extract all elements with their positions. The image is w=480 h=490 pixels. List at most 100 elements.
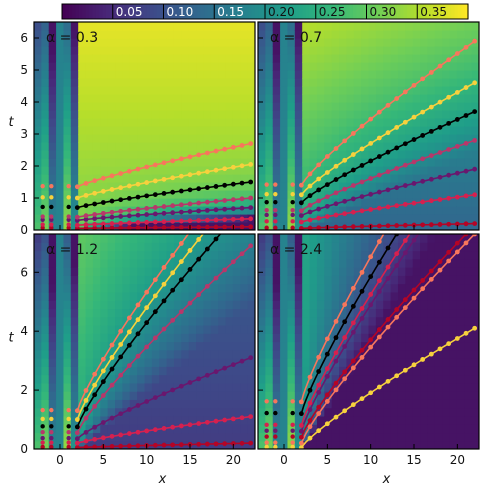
series-point — [446, 120, 452, 126]
series-point — [178, 383, 184, 389]
heatmap-cell — [287, 174, 296, 183]
heatmap-cell — [265, 78, 274, 87]
heatmap-cell — [210, 62, 219, 71]
series-point — [307, 183, 313, 189]
series-point — [100, 393, 106, 398]
heatmap-cell — [144, 118, 153, 127]
heatmap-cell — [272, 341, 281, 351]
heatmap-cell — [129, 250, 138, 260]
heatmap-cell — [316, 102, 325, 111]
heatmap-cell — [464, 308, 473, 318]
heatmap-cell — [48, 250, 57, 260]
heatmap-cell — [41, 110, 50, 119]
heatmap-cell — [258, 374, 266, 384]
heatmap-cell — [309, 182, 318, 191]
heatmap-cell — [397, 62, 406, 71]
heatmap-cell — [203, 382, 212, 392]
heatmap-cell — [188, 142, 197, 151]
heatmap-cell — [129, 267, 138, 276]
heatmap-cell — [48, 118, 57, 127]
heatmap-cell — [166, 70, 175, 79]
heatmap-cell — [188, 349, 197, 359]
heatmap-cell — [331, 275, 340, 285]
heatmap-cell — [115, 30, 123, 39]
heatmap-cell — [258, 110, 266, 119]
heatmap-cell — [324, 158, 333, 167]
heatmap-cell — [151, 62, 160, 71]
heatmap-cell — [115, 391, 123, 400]
heatmap-cell — [70, 358, 79, 367]
heatmap-cell — [434, 70, 443, 79]
heatmap-cell — [280, 374, 289, 384]
heatmap-cell — [225, 190, 234, 199]
heatmap-cell — [294, 102, 303, 111]
heatmap-cell — [41, 440, 50, 449]
series-point — [342, 319, 348, 325]
source-point — [49, 217, 54, 222]
heatmap-cell — [92, 182, 101, 191]
heatmap-cell — [405, 399, 414, 409]
heatmap-cell — [240, 275, 249, 285]
heatmap-cell — [48, 300, 57, 310]
heatmap-cell — [361, 54, 370, 63]
heatmap-cell — [464, 158, 473, 167]
heatmap-cell — [331, 102, 340, 111]
heatmap-cell — [225, 333, 234, 343]
heatmap-cell — [316, 198, 325, 207]
series-point — [316, 187, 322, 193]
series-point — [307, 400, 313, 406]
heatmap-cell — [100, 382, 109, 392]
heatmap-cell — [218, 432, 227, 442]
heatmap-cell — [56, 283, 65, 293]
heatmap-cell — [34, 267, 42, 276]
heatmap-cell — [471, 214, 479, 223]
heatmap-cell — [173, 134, 182, 143]
series-point — [178, 202, 184, 208]
series-point — [144, 212, 150, 217]
heatmap-cell — [339, 94, 347, 103]
heatmap-cell — [225, 424, 234, 434]
heatmap-cell — [100, 62, 109, 71]
heatmap-cell — [412, 267, 421, 276]
heatmap-cell — [324, 206, 333, 215]
series-point — [83, 388, 89, 393]
heatmap-cell — [203, 30, 212, 39]
colorbar-segment — [224, 4, 229, 19]
heatmap-cell — [232, 258, 241, 268]
heatmap-cell — [159, 150, 168, 159]
heatmap-cell — [85, 198, 94, 207]
heatmap-cell — [115, 38, 123, 47]
heatmap-cell — [137, 391, 146, 400]
heatmap-cell — [397, 324, 406, 334]
x-tick-label: 15 — [182, 453, 197, 467]
heatmap-cell — [225, 182, 234, 191]
heatmap-cell — [287, 70, 296, 79]
heatmap-cell — [41, 382, 50, 392]
heatmap-cell — [41, 174, 50, 183]
heatmap-cell — [48, 424, 57, 434]
heatmap-cell — [427, 38, 436, 47]
heatmap-cell — [188, 358, 197, 367]
heatmap-cell — [420, 166, 429, 175]
heatmap-cell — [412, 110, 421, 119]
heatmap-cell — [346, 399, 355, 409]
heatmap-cell — [272, 166, 281, 175]
heatmap-cell — [70, 110, 79, 119]
heatmap-cell — [159, 374, 168, 384]
heatmap-cell — [442, 86, 451, 95]
heatmap-cell — [405, 174, 414, 183]
series-point — [230, 216, 236, 222]
heatmap-cell — [346, 291, 355, 301]
heatmap-cell — [196, 102, 205, 111]
heatmap-cell — [173, 38, 182, 47]
heatmap-cell — [258, 366, 266, 376]
heatmap-cell — [397, 250, 406, 260]
series-point — [350, 285, 356, 291]
heatmap-cell — [232, 150, 241, 159]
series-point — [411, 295, 417, 301]
heatmap-cell — [107, 182, 116, 191]
heatmap-cell — [48, 382, 57, 392]
heatmap-cell — [56, 267, 65, 276]
series-point — [307, 193, 313, 199]
heatmap-cell — [210, 126, 219, 135]
